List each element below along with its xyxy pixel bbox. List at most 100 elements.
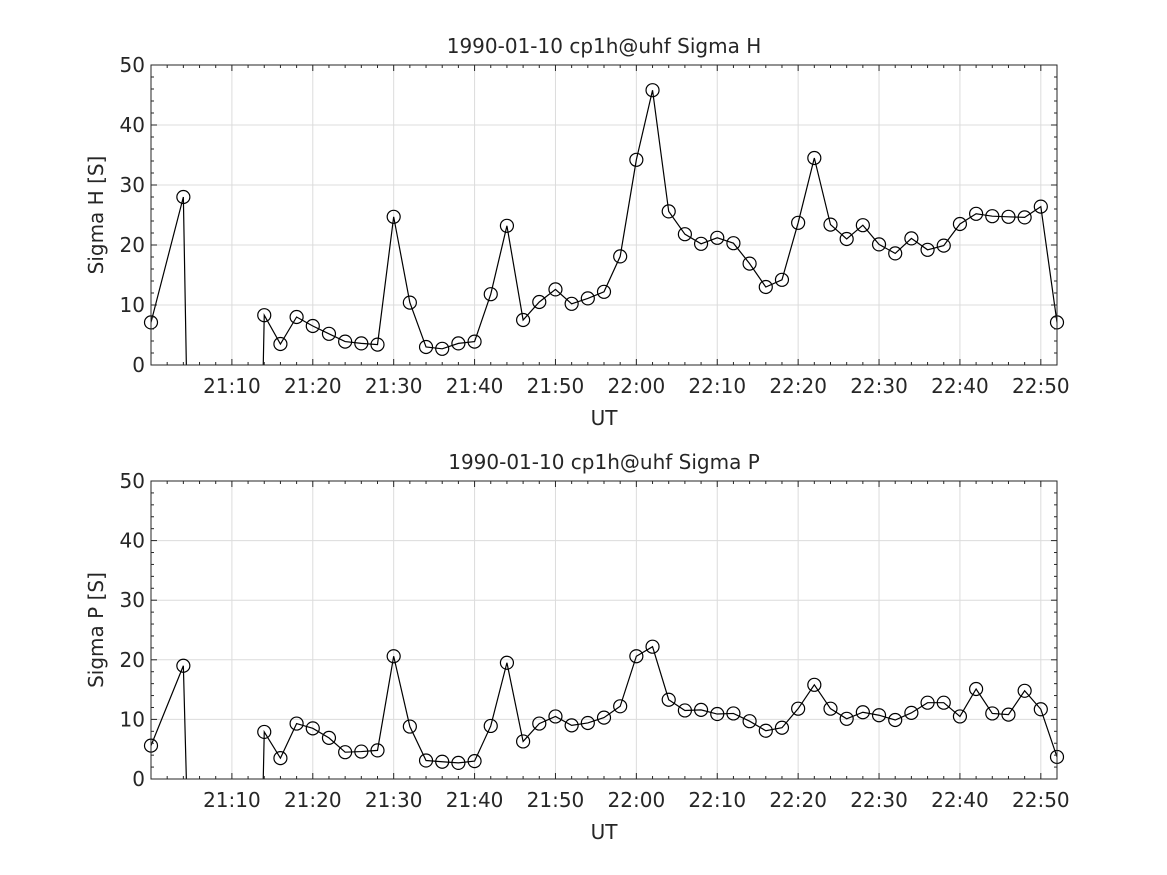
- sigma-p-data-point: [257, 724, 272, 740]
- sigma-p-data-point: [952, 709, 968, 724]
- sigma-h-data-point: [920, 242, 935, 257]
- sigma-p-axes-frame: [150, 480, 1058, 780]
- sigma-p-y-tick-label: 0: [132, 767, 145, 791]
- sigma-h-series-line: [150, 90, 1058, 366]
- sigma-p-data-point: [645, 639, 660, 654]
- sigma-p-data-point: [273, 751, 288, 766]
- sigma-p-data-point: [726, 706, 741, 721]
- sigma-h-x-tick-label: 22:40: [931, 374, 989, 398]
- sigma-p-data-point: [661, 692, 676, 707]
- sigma-h-y-tick-label: 30: [120, 173, 145, 197]
- sigma-p-data-point: [532, 716, 547, 731]
- sigma-p-data-point: [370, 743, 385, 758]
- sigma-p-data-point: [774, 720, 790, 735]
- sigma-p-data-point: [548, 709, 563, 724]
- sigma-h-data-point: [758, 279, 773, 295]
- sigma-p-y-axis-label: Sigma P [S]: [84, 572, 108, 688]
- sigma-h-data-point: [855, 218, 870, 233]
- sigma-h-x-tick-label: 22:50: [1012, 374, 1070, 398]
- sigma-p-data-point: [483, 718, 498, 734]
- sigma-h-y-tick-label: 50: [120, 53, 145, 77]
- sigma-p-data-point: [823, 701, 838, 716]
- sigma-h-data-point: [726, 236, 741, 251]
- sigma-p-data-point: [613, 699, 628, 714]
- sigma-p-data-point: [467, 754, 482, 769]
- sigma-h-x-tick-label: 21:30: [365, 374, 423, 398]
- sigma-h-data-point: [418, 339, 434, 355]
- sigma-p-data-point: [321, 730, 337, 745]
- sigma-h-data-point: [532, 294, 547, 310]
- sigma-p-data-point: [742, 714, 757, 729]
- sigma-p-x-tick-label: 21:40: [446, 788, 504, 812]
- sigma-h-data-point: [1033, 199, 1048, 214]
- sigma-h-data-point: [871, 237, 887, 252]
- sigma-h-data-point: [467, 334, 482, 349]
- sigma-p-y-tick-label: 30: [120, 588, 145, 612]
- sigma-h-data-point: [774, 272, 790, 287]
- sigma-h-data-point: [305, 318, 320, 334]
- sigma-p-data-point: [1033, 702, 1048, 717]
- sigma-p-data-point: [596, 710, 612, 725]
- sigma-h-data-point: [354, 336, 369, 351]
- sigma-h-data-point: [257, 308, 272, 323]
- sigma-p-series: [143, 639, 1065, 780]
- sigma-h-y-axis-label: Sigma H [S]: [84, 156, 108, 275]
- sigma-h-title: 1990-01-10 cp1h@uhf Sigma H: [447, 34, 762, 58]
- sigma-p-panel: 0 10 20 30 40 50 21:10 21:20 21:30 21:40 21:50 22:…: [84, 450, 1070, 844]
- sigma-p-data-point: [629, 649, 644, 664]
- sigma-h-data-point: [742, 256, 757, 271]
- sigma-h-x-tick-label: 22:20: [769, 374, 827, 398]
- sigma-p-x-tick-label: 21:20: [284, 788, 342, 812]
- sigma-h-data-point: [791, 215, 806, 230]
- sigma-p-x-tick-label: 22:40: [931, 788, 989, 812]
- sigma-h-y-tick-label: 20: [120, 233, 145, 257]
- sigma-h-data-point: [645, 83, 660, 98]
- sigma-h-data-point: [483, 287, 498, 302]
- sigma-h-axes-frame: [150, 64, 1058, 366]
- sigma-h-y-tick-label: 10: [120, 293, 145, 317]
- sigma-h-x-axis-label: UT: [591, 406, 619, 430]
- sigma-h-data-point: [661, 204, 676, 219]
- sigma-h-data-point: [823, 217, 838, 232]
- sigma-p-y-tick-label: 20: [120, 648, 145, 672]
- sigma-p-data-point: [920, 695, 935, 710]
- sigma-p-y-tick-label: 40: [120, 529, 145, 553]
- sigma-p-data-point: [354, 744, 369, 759]
- sigma-h-data-point: [1001, 209, 1016, 224]
- sigma-p-x-tick-label: 22:50: [1012, 788, 1070, 812]
- sigma-h-data-point: [888, 246, 903, 261]
- sigma-p-data-point: [758, 723, 773, 738]
- sigma-p-data-point: [564, 718, 579, 733]
- sigma-p-x-tick-label: 22:20: [769, 788, 827, 812]
- sigma-p-x-tick-label: 22:00: [608, 788, 666, 812]
- sigma-h-data-point: [952, 216, 968, 232]
- sigma-p-x-tick-label: 22:10: [688, 788, 746, 812]
- sigma-p-data-point: [871, 708, 887, 723]
- sigma-p-x-tick-label: 21:30: [365, 788, 423, 812]
- sigma-p-data-point: [402, 719, 417, 734]
- sigma-p-data-point: [516, 734, 531, 749]
- sigma-p-x-axis-label: UT: [591, 820, 619, 844]
- sigma-h-data-point: [580, 291, 595, 306]
- sigma-h-x-tick-label: 21:50: [527, 374, 585, 398]
- sigma-h-panel: 0 10 20 30 40 50 21:10 21:20 21:30 21:40 21:50 22:…: [84, 34, 1070, 430]
- sigma-p-y-tick-label: 50: [120, 469, 145, 493]
- sigma-h-x-tick-label: 22:00: [608, 374, 666, 398]
- sigma-p-data-point: [580, 715, 595, 731]
- sigma-p-data-point: [710, 706, 725, 722]
- sigma-p-data-point: [969, 681, 984, 697]
- sigma-h-data-point: [386, 209, 401, 224]
- sigma-p-data-point: [451, 755, 466, 771]
- sigma-p-data-point: [1017, 683, 1032, 698]
- sigma-h-data-point: [516, 312, 531, 328]
- sigma-p-y-tick-label: 10: [120, 707, 145, 731]
- sigma-p-x-tick-label: 21:10: [203, 788, 261, 812]
- sigma-p-data-point: [338, 745, 353, 760]
- sigma-h-data-point: [451, 336, 466, 351]
- sigma-p-data-point: [418, 753, 434, 768]
- sigma-h-data-point: [985, 209, 1000, 224]
- sigma-h-data-point: [1017, 210, 1032, 225]
- sigma-p-data-point: [904, 705, 919, 720]
- sigma-p-data-point: [791, 701, 806, 716]
